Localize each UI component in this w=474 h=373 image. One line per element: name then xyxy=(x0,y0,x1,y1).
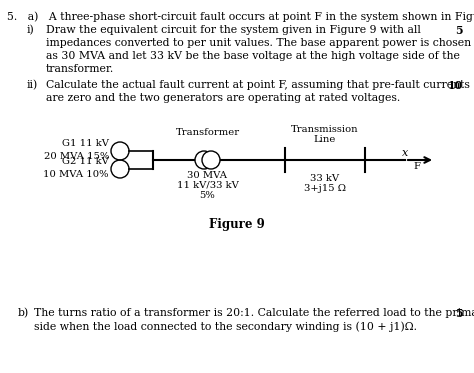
Text: G2 11 kV: G2 11 kV xyxy=(62,157,109,166)
Text: 10: 10 xyxy=(448,80,463,91)
Text: G1 11 kV: G1 11 kV xyxy=(62,139,109,148)
Text: Transmission: Transmission xyxy=(291,125,359,134)
Text: transformer.: transformer. xyxy=(46,64,114,74)
Text: 5.   a)   A three-phase short-circuit fault occurs at point F in the system show: 5. a) A three-phase short-circuit fault … xyxy=(7,11,474,22)
Text: 5%: 5% xyxy=(200,191,215,200)
Text: 5: 5 xyxy=(456,25,463,36)
Text: 33 kV: 33 kV xyxy=(310,174,339,183)
Circle shape xyxy=(202,151,220,169)
Text: Transformer: Transformer xyxy=(175,128,239,137)
Text: 10 MVA 10%: 10 MVA 10% xyxy=(44,170,109,179)
Text: impedances converted to per unit values. The base apparent power is chosen: impedances converted to per unit values.… xyxy=(46,38,471,48)
Text: i): i) xyxy=(27,25,35,35)
Text: side when the load connected to the secondary winding is (10 + j1)Ω.: side when the load connected to the seco… xyxy=(34,321,417,332)
Text: as 30 MVA and let 33 kV be the base voltage at the high voltage side of the: as 30 MVA and let 33 kV be the base volt… xyxy=(46,51,460,61)
Text: 30 MVA: 30 MVA xyxy=(188,171,228,180)
Text: ii): ii) xyxy=(27,80,38,90)
Text: b): b) xyxy=(18,308,29,318)
Text: 5: 5 xyxy=(456,308,463,319)
Text: Figure 9: Figure 9 xyxy=(209,218,265,231)
Text: The turns ratio of a transformer is 20:1. Calculate the referred load to the pri: The turns ratio of a transformer is 20:1… xyxy=(34,308,474,318)
Text: are zero and the two generators are operating at rated voltages.: are zero and the two generators are oper… xyxy=(46,93,400,103)
Text: Line: Line xyxy=(314,135,336,144)
Circle shape xyxy=(195,151,213,169)
Text: 11 kV/33 kV: 11 kV/33 kV xyxy=(176,181,238,190)
Text: Draw the equivalent circuit for the system given in Figure 9 with all: Draw the equivalent circuit for the syst… xyxy=(46,25,421,35)
Text: x: x xyxy=(402,148,408,158)
Text: 3+j15 Ω: 3+j15 Ω xyxy=(304,184,346,193)
Text: 20 MVA 15%: 20 MVA 15% xyxy=(44,152,109,161)
Text: Calculate the actual fault current at point F, assuming that pre-fault currents: Calculate the actual fault current at po… xyxy=(46,80,470,90)
Text: F: F xyxy=(413,162,420,171)
